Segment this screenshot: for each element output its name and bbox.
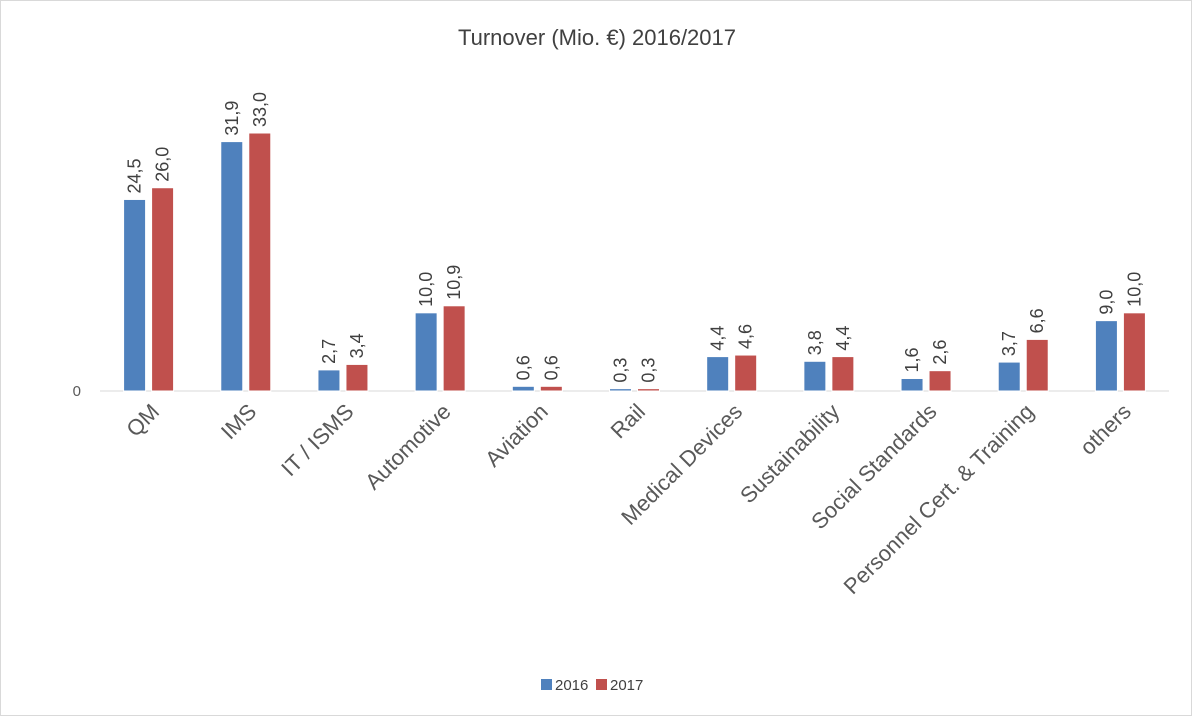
data-label-2016-10: 9,0 <box>1096 290 1116 315</box>
bar-2017-8 <box>928 370 952 392</box>
data-label-2016-8: 1,6 <box>902 347 922 372</box>
data-label-2017-0: 26,0 <box>153 147 173 182</box>
x-tick-label-4: Aviation <box>480 399 553 472</box>
x-tick-label-10: others <box>1075 399 1136 460</box>
y-tick-label-0: 0 <box>73 383 81 400</box>
bar-2017-7 <box>831 356 855 392</box>
legend: 2016 2017 <box>541 677 643 694</box>
data-label-2017-7: 4,4 <box>833 326 853 351</box>
data-label-2017-5: 0,3 <box>639 358 659 383</box>
bar-2017-0 <box>151 187 175 392</box>
bar-2016-9 <box>997 361 1021 392</box>
data-label-2016-6: 4,4 <box>708 326 728 351</box>
x-tick-label-5: Rail <box>606 399 650 443</box>
data-label-2017-4: 0,6 <box>541 355 561 380</box>
data-label-2017-3: 10,9 <box>444 265 464 300</box>
bar-2016-3 <box>414 312 438 392</box>
x-tick-label-1: IMS <box>216 399 261 444</box>
bar-2017-3 <box>442 305 466 392</box>
bar-2017-10 <box>1122 312 1146 392</box>
data-label-2017-6: 4,6 <box>736 324 756 349</box>
bar-2016-10 <box>1094 320 1118 392</box>
x-tick-labels-group: QM IMS IT / ISMS Automotive Aviation RailMedi… <box>121 399 1136 599</box>
data-label-2016-2: 2,7 <box>319 339 339 364</box>
bar-2016-6 <box>706 356 730 392</box>
legend-label-2016: 2016 <box>555 677 588 694</box>
bar-2017-4 <box>539 385 563 392</box>
x-tick-label-9: Personnel Cert. & Training <box>839 399 1039 599</box>
x-tick-label-3: Automotive <box>360 399 456 495</box>
bar-2016-5 <box>609 388 632 392</box>
data-label-2017-9: 6,6 <box>1027 308 1047 333</box>
bar-2017-2 <box>345 363 369 392</box>
x-tick-label-2: IT / ISMS <box>276 399 358 481</box>
bar-2016-7 <box>803 360 827 392</box>
data-label-2016-5: 0,3 <box>611 358 631 383</box>
data-label-2016-1: 31,9 <box>222 101 242 136</box>
bar-2017-5 <box>637 388 660 392</box>
data-label-2016-7: 3,8 <box>805 330 825 355</box>
legend-swatch-2016 <box>541 679 552 690</box>
legend-label-2017: 2017 <box>610 677 643 694</box>
data-label-2017-1: 33,0 <box>250 92 270 127</box>
chart-title: Turnover (Mio. €) 2016/2017 <box>458 25 736 50</box>
bar-2016-8 <box>900 377 924 392</box>
data-label-2016-9: 3,7 <box>999 331 1019 356</box>
bar-2016-1 <box>220 141 244 392</box>
legend-swatch-2017 <box>596 679 607 690</box>
bar-2017-9 <box>1025 338 1049 392</box>
bar-2017-6 <box>734 354 758 392</box>
bar-2017-1 <box>248 132 272 392</box>
data-label-2017-10: 10,0 <box>1124 272 1144 307</box>
data-labels-group: 24,5 26,0 31,9 33,0 2,7 3,4 10,0 10,9 0,6 0,6 0,3 0… <box>125 92 1145 383</box>
bars-group <box>123 132 1146 392</box>
data-label-2017-2: 3,4 <box>347 333 367 358</box>
data-label-2016-4: 0,6 <box>513 355 533 380</box>
bar-2016-0 <box>123 198 147 392</box>
bar-2016-4 <box>511 385 535 392</box>
x-tick-label-0: QM <box>121 399 164 442</box>
data-label-2016-3: 10,0 <box>416 272 436 307</box>
x-tick-label-7: Sustainability <box>735 399 844 508</box>
bar-2016-2 <box>317 369 341 392</box>
data-label-2017-8: 2,6 <box>930 340 950 365</box>
data-label-2016-0: 24,5 <box>125 158 145 193</box>
